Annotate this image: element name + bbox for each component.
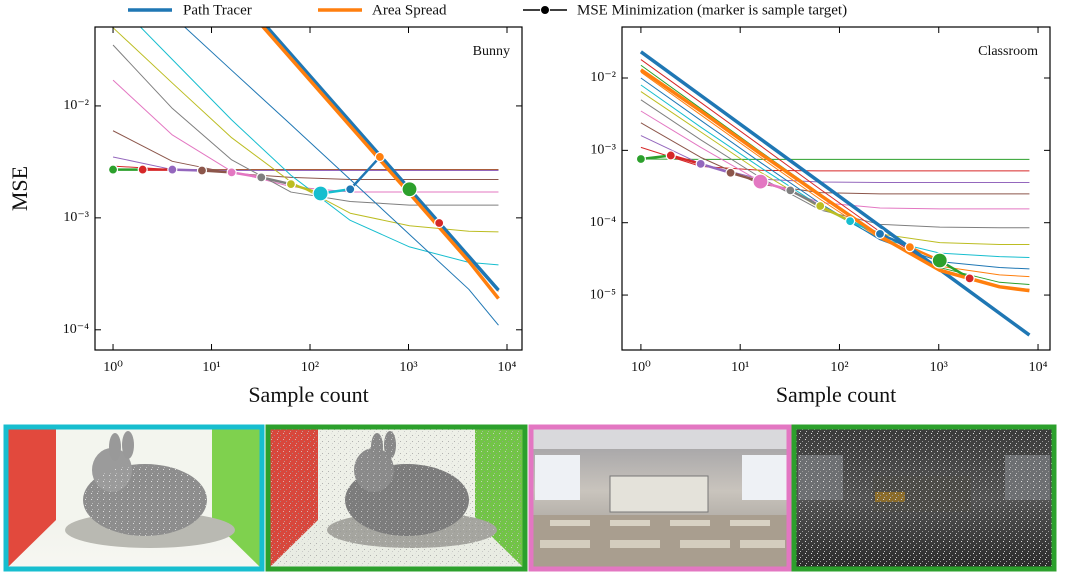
mse-min-segment <box>700 162 731 174</box>
legend-label: Path Tracer <box>183 2 252 18</box>
target-marker <box>964 273 975 284</box>
target-marker <box>874 228 886 240</box>
series-line <box>639 50 1031 337</box>
x-tick-label: 10⁴ <box>498 360 517 375</box>
target-marker <box>785 185 796 196</box>
mse-min-segment <box>789 189 821 208</box>
series-line <box>183 27 499 326</box>
plot-area <box>635 50 1031 337</box>
y-tick-label: 10⁻² <box>63 98 89 113</box>
render-bunny-pt <box>265 424 528 572</box>
y-tick-label: 10⁻⁴ <box>63 322 89 337</box>
target-marker <box>167 164 178 175</box>
target-marker <box>226 167 237 178</box>
chart-title: Classroom <box>978 44 1038 59</box>
x-tick-label: 10² <box>830 360 848 375</box>
y-tick-label: 10⁻⁵ <box>590 287 616 302</box>
target-marker <box>931 252 948 269</box>
mse-min-segment <box>819 204 851 223</box>
y-axis-label: MSE <box>7 166 32 211</box>
chart-title: Bunny <box>473 44 510 59</box>
y-tick-label: 10⁻⁴ <box>590 215 616 230</box>
y-tick-label: 10⁻³ <box>590 143 616 158</box>
mse-min-segment <box>349 156 381 191</box>
x-tick-label: 10³ <box>399 360 417 375</box>
series-line <box>260 27 500 300</box>
target-marker <box>256 172 267 183</box>
target-marker <box>752 173 769 190</box>
legend: Path Tracer Area Spread MSE Minimization… <box>128 2 847 18</box>
plot-area <box>107 27 500 326</box>
target-marker <box>635 153 647 165</box>
x-tick-label: 10⁴ <box>1029 360 1048 375</box>
x-axis-label: Sample count <box>248 382 368 407</box>
target-marker <box>845 216 856 227</box>
series-line <box>266 27 499 291</box>
legend-label: MSE Minimization (marker is sample targe… <box>577 2 847 18</box>
series-line <box>640 71 1030 278</box>
legend-label: Area Spread <box>372 2 447 18</box>
x-tick-label: 10³ <box>930 360 948 375</box>
series-line <box>112 130 499 181</box>
y-tick-label: 10⁻³ <box>63 210 89 225</box>
target-marker <box>137 164 148 175</box>
legend-marker <box>540 5 550 15</box>
render-classroom-mse <box>528 424 792 572</box>
render-classroom-pt <box>791 424 1057 572</box>
target-marker <box>345 184 356 195</box>
mse-min-segment <box>670 154 702 166</box>
target-marker <box>815 200 826 212</box>
x-tick-label: 10² <box>301 360 319 375</box>
plot-frame <box>621 26 1051 351</box>
target-marker <box>196 165 208 176</box>
x-tick-label: 10¹ <box>731 360 749 375</box>
series-line <box>265 27 499 290</box>
series-line <box>640 122 1030 195</box>
render-bunny-mse <box>3 424 265 572</box>
target-marker <box>312 185 329 202</box>
series-line <box>264 27 499 292</box>
target-marker <box>374 151 385 163</box>
x-tick-label: 10¹ <box>202 360 220 375</box>
series-line <box>264 27 500 292</box>
target-marker <box>434 217 445 229</box>
target-marker <box>401 181 418 198</box>
x-axis-label: Sample count <box>776 382 896 407</box>
target-marker <box>665 150 676 161</box>
x-tick-label: 10⁰ <box>103 360 123 375</box>
target-marker <box>904 242 915 253</box>
target-marker <box>285 179 297 190</box>
series-line <box>112 79 499 193</box>
plot-frame <box>94 26 523 351</box>
target-marker <box>725 167 736 178</box>
target-marker <box>695 158 706 169</box>
target-marker <box>107 164 119 175</box>
series-line <box>640 64 1030 285</box>
x-tick-label: 10⁰ <box>631 360 651 375</box>
y-tick-label: 10⁻² <box>590 70 616 85</box>
series-line <box>640 77 1030 270</box>
series-line <box>639 68 1030 293</box>
